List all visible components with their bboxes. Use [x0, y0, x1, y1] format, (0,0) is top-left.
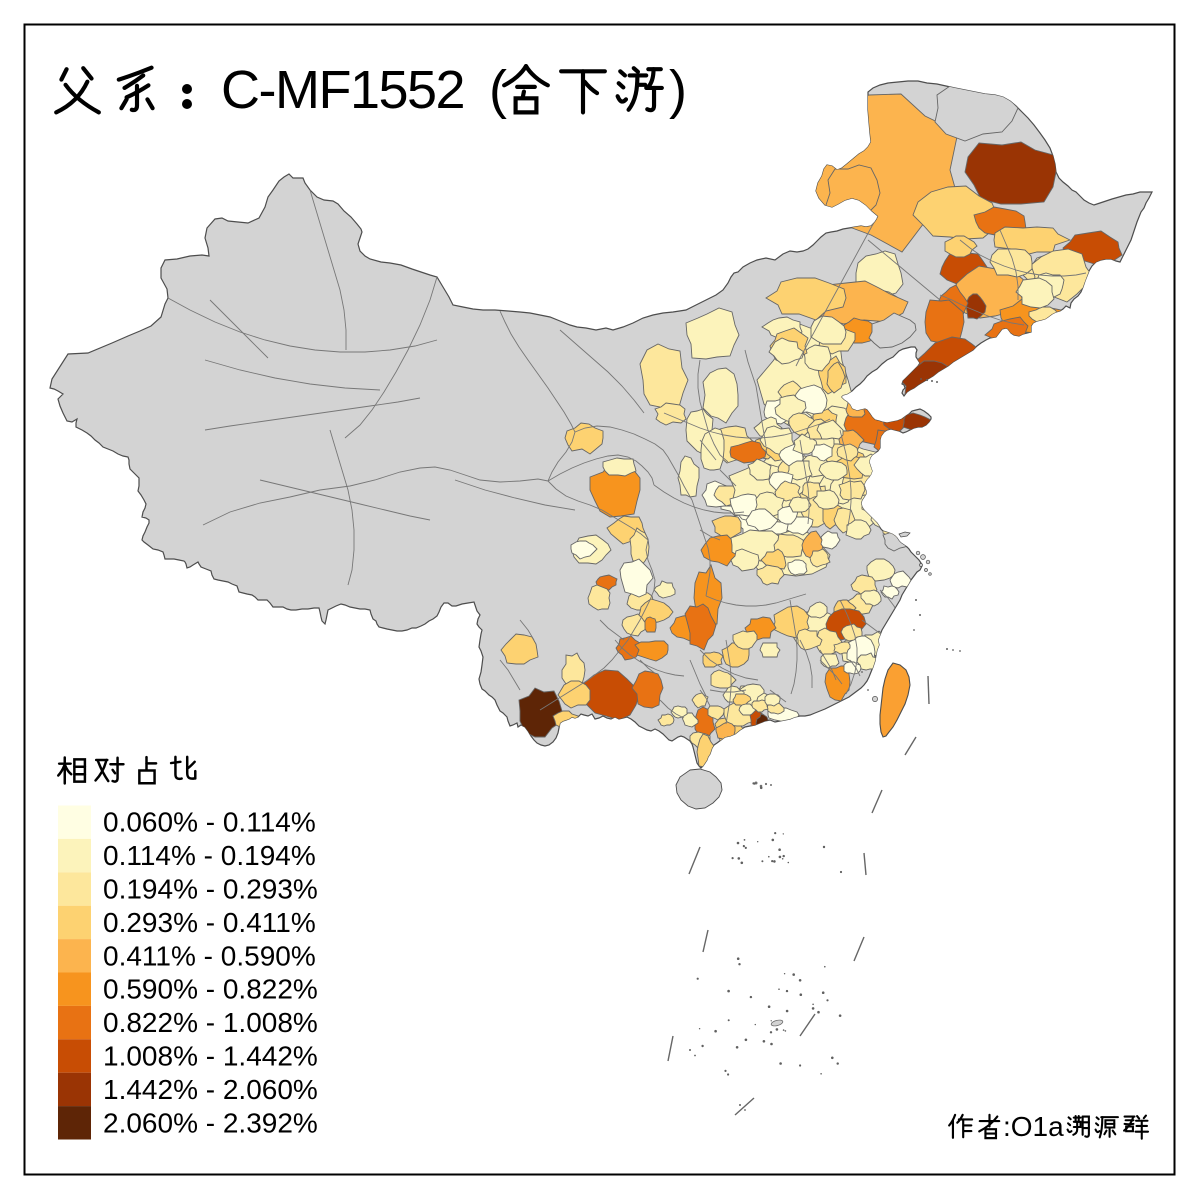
- svg-text:1.442% - 2.060%: 1.442% - 2.060%: [103, 1074, 318, 1105]
- svg-text:C-MF1552: C-MF1552: [221, 60, 464, 120]
- svg-text:0.060% - 0.114%: 0.060% - 0.114%: [103, 807, 316, 838]
- svg-text:0.411% - 0.590%: 0.411% - 0.590%: [103, 940, 316, 971]
- svg-text::O1a: :O1a: [1003, 1111, 1064, 1142]
- svg-text:0.194% - 0.293%: 0.194% - 0.293%: [103, 874, 318, 905]
- svg-text:2.060% - 2.392%: 2.060% - 2.392%: [103, 1107, 318, 1138]
- svg-text:(: (: [489, 60, 507, 120]
- svg-text:0.822% - 1.008%: 0.822% - 1.008%: [103, 1007, 318, 1038]
- svg-text:): ): [669, 60, 687, 120]
- svg-text:0.590% - 0.822%: 0.590% - 0.822%: [103, 974, 318, 1005]
- svg-text:1.008% - 1.442%: 1.008% - 1.442%: [103, 1041, 318, 1072]
- svg-text:0.293% - 0.411%: 0.293% - 0.411%: [103, 907, 316, 938]
- svg-text:0.114% - 0.194%: 0.114% - 0.194%: [103, 840, 316, 871]
